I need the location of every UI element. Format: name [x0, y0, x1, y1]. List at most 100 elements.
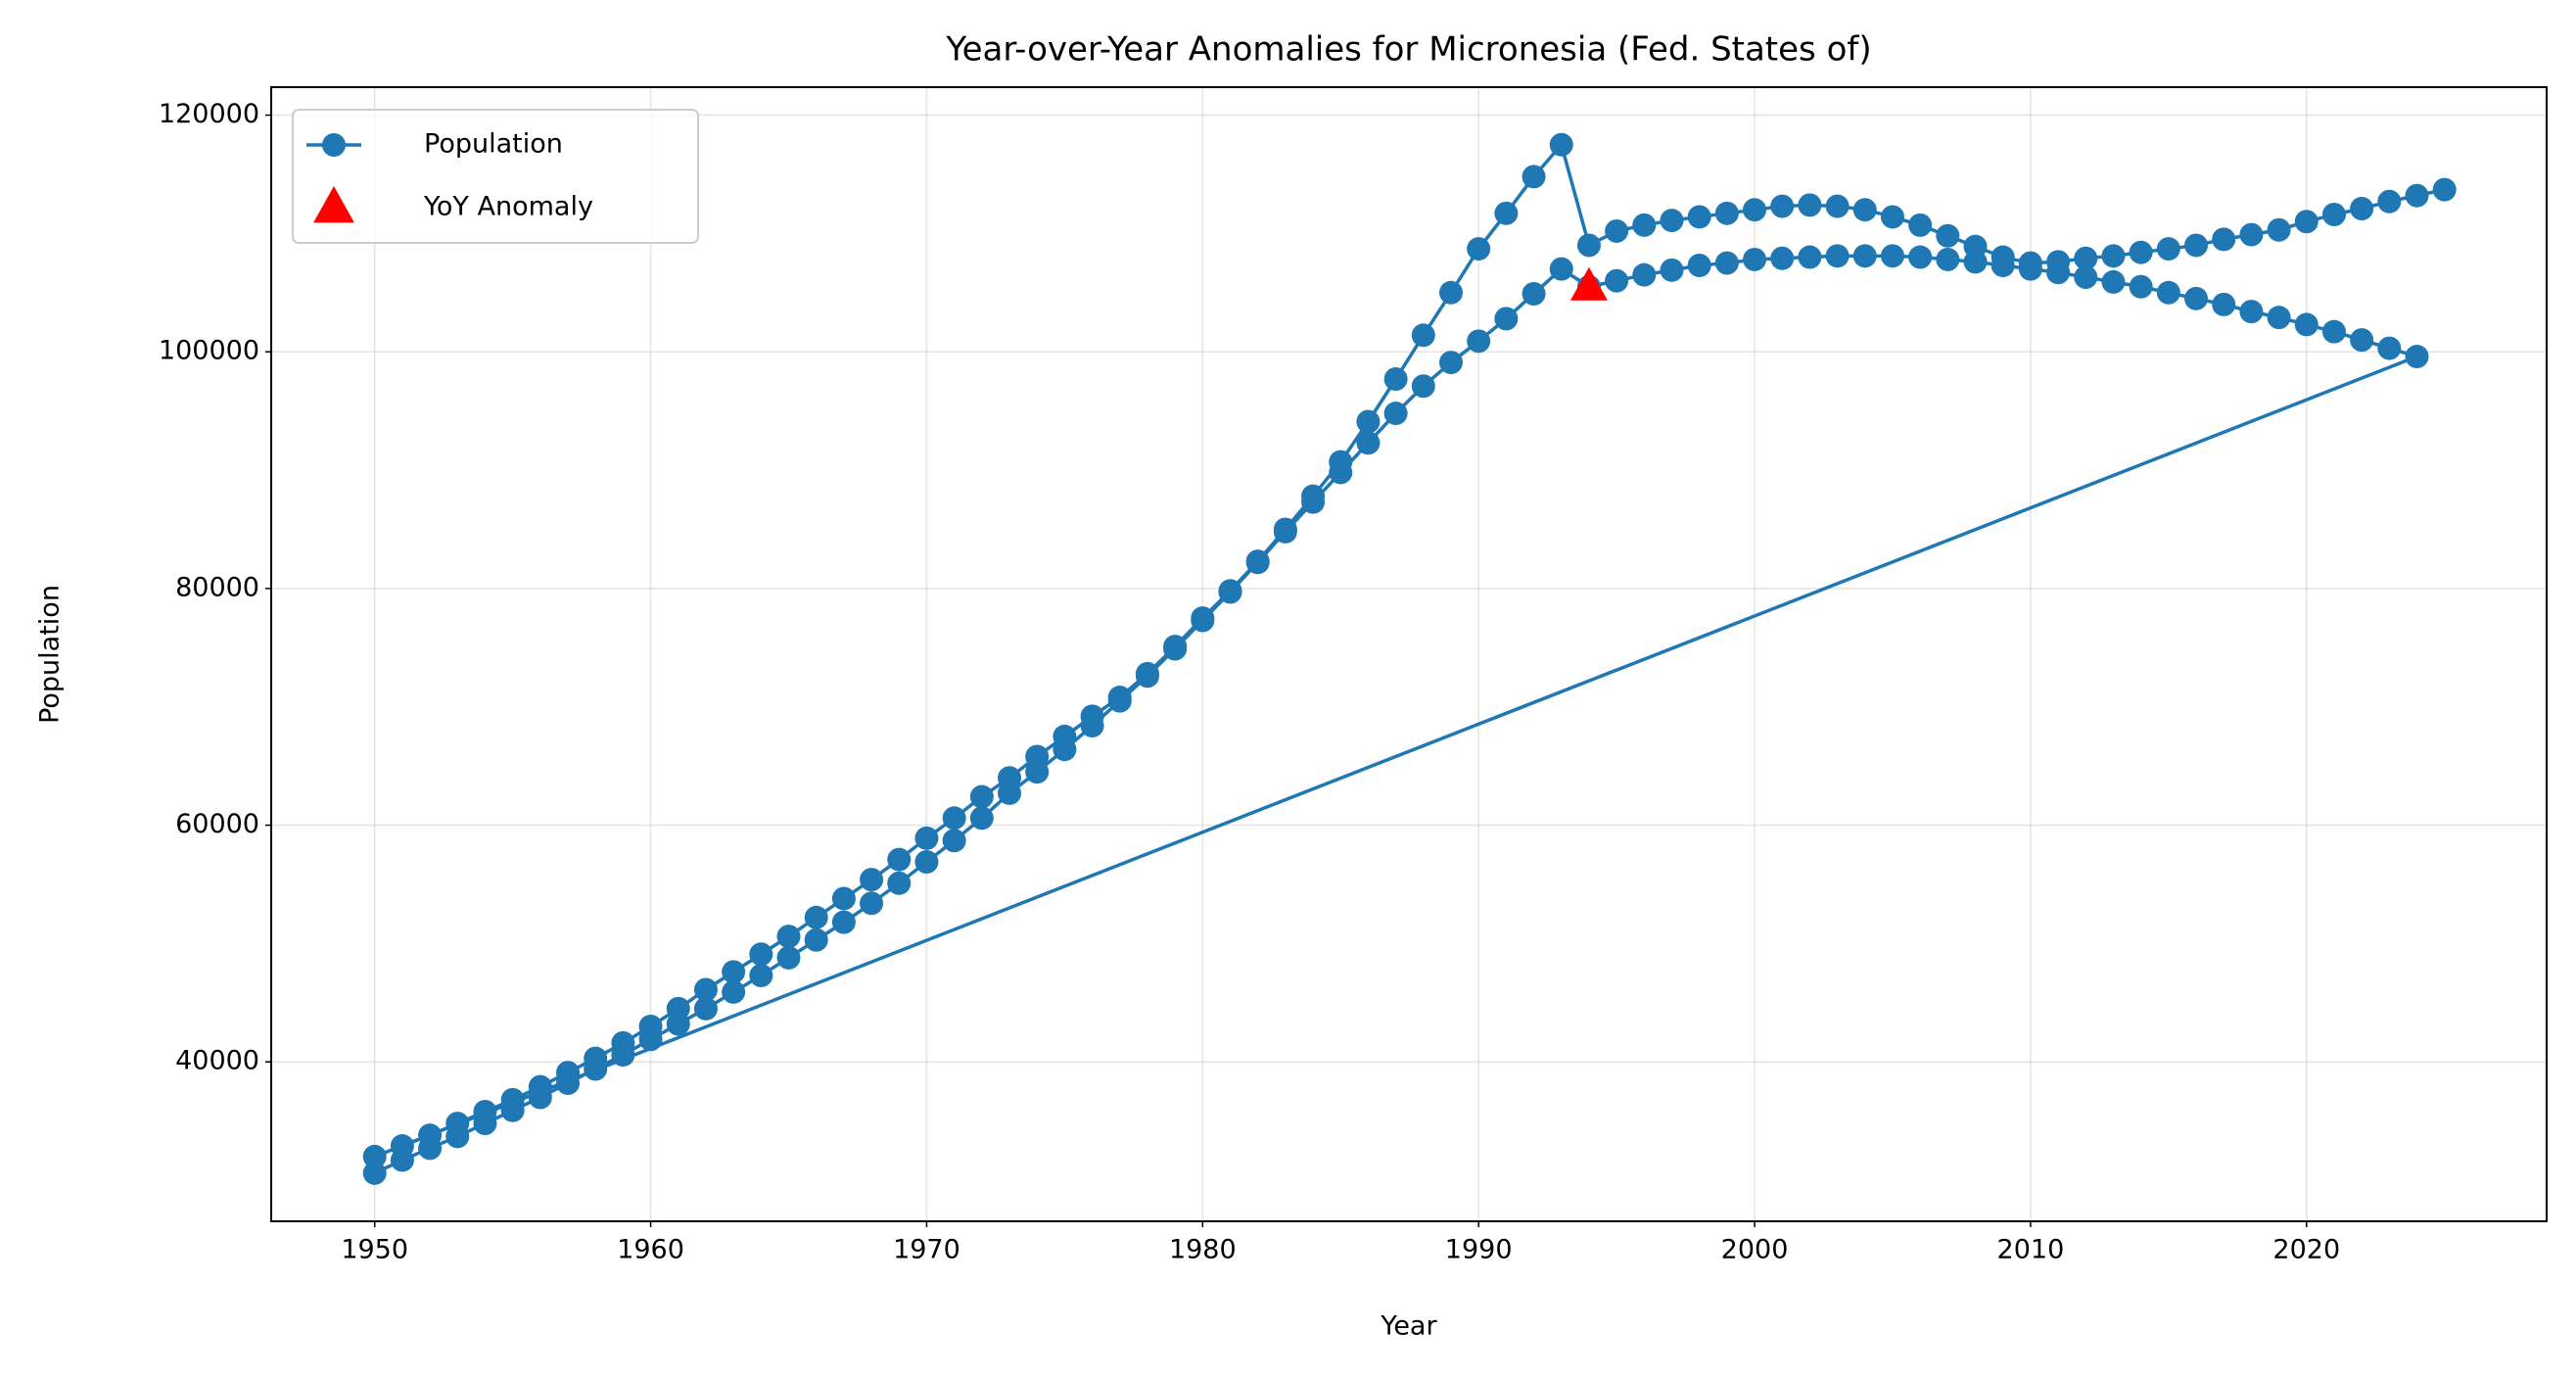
point-marker: [2212, 227, 2236, 252]
point-marker: [1411, 374, 1435, 399]
x-tick-label: 1950: [341, 1235, 408, 1265]
point-marker: [1411, 323, 1435, 348]
point-marker: [1770, 246, 1795, 270]
point-marker: [2101, 269, 2126, 294]
x-tick-label: 2020: [2272, 1235, 2340, 1265]
point-marker: [2405, 183, 2429, 208]
point-marker: [2156, 280, 2180, 305]
point-marker: [2405, 345, 2429, 369]
point-marker: [2018, 251, 2042, 275]
legend-label: Population: [424, 129, 563, 160]
x-tick-label: 1980: [1169, 1235, 1237, 1265]
x-tick-label: 2000: [1721, 1235, 1789, 1265]
point-marker: [2239, 300, 2264, 324]
point-marker: [1908, 245, 1933, 269]
point-marker: [1438, 280, 1463, 305]
y-tick-label: 100000: [159, 336, 259, 366]
point-marker: [2432, 177, 2457, 202]
point-marker: [1494, 307, 1519, 331]
point-marker: [804, 927, 828, 952]
point-marker: [638, 1014, 663, 1038]
point-marker: [1107, 686, 1132, 710]
point-marker: [2101, 244, 2126, 268]
point-marker: [362, 1144, 387, 1168]
point-marker: [1191, 606, 1215, 631]
point-marker: [1880, 244, 1904, 268]
legend-label: YoY Anomaly: [423, 192, 593, 222]
point-marker: [1825, 194, 1850, 218]
point-marker: [1329, 450, 1353, 474]
point-marker: [1549, 257, 1573, 281]
anomaly-marker: [1569, 266, 1608, 301]
point-marker: [2074, 246, 2098, 270]
point-marker: [556, 1061, 581, 1085]
point-marker: [2129, 274, 2153, 299]
point-marker: [860, 868, 884, 892]
point-marker: [2267, 217, 2291, 242]
point-marker: [1356, 431, 1381, 455]
point-marker: [722, 960, 746, 984]
point-marker: [584, 1046, 608, 1070]
point-marker: [860, 891, 884, 916]
point-marker: [528, 1074, 552, 1099]
point-marker: [2129, 240, 2153, 264]
point-marker: [1660, 209, 1684, 233]
point-marker: [2350, 328, 2374, 353]
point-marker: [1467, 237, 1491, 261]
point-marker: [1135, 661, 1159, 686]
point-marker: [1025, 744, 1050, 769]
point-marker: [2184, 233, 2209, 258]
point-marker: [2156, 237, 2180, 261]
point-marker: [473, 1099, 497, 1123]
point-marker: [1163, 635, 1188, 659]
point-marker: [776, 945, 801, 970]
point-marker: [362, 1161, 387, 1185]
point-marker: [1356, 409, 1381, 434]
point-marker: [1080, 704, 1104, 729]
legend-marker: [322, 133, 346, 157]
point-marker: [390, 1134, 414, 1159]
point-marker: [1301, 484, 1326, 508]
point-marker: [2239, 222, 2264, 247]
point-marker: [2350, 196, 2374, 220]
point-marker: [969, 784, 994, 809]
point-marker: [1852, 198, 1877, 222]
point-marker: [2212, 292, 2236, 316]
point-marker: [1383, 366, 1408, 391]
point-marker: [1383, 402, 1408, 426]
point-marker: [1936, 247, 1960, 271]
point-marker: [2184, 286, 2209, 310]
chart-title: Year-over-Year Anomalies for Micronesia …: [945, 30, 1871, 70]
point-marker: [1549, 132, 1573, 157]
y-tick-label: 120000: [159, 99, 259, 129]
point-marker: [1743, 247, 1767, 271]
point-marker: [418, 1123, 443, 1148]
point-marker: [969, 806, 994, 831]
point-marker: [749, 964, 773, 988]
point-marker: [2321, 319, 2346, 344]
point-marker: [1632, 262, 1657, 287]
point-marker: [887, 847, 912, 872]
y-tick-label: 40000: [175, 1046, 259, 1076]
point-marker: [1687, 253, 1711, 277]
point-marker: [1798, 193, 1822, 217]
point-marker: [1605, 218, 1629, 243]
point-marker: [693, 977, 718, 1002]
x-tick-label: 1970: [893, 1235, 960, 1265]
point-marker: [776, 925, 801, 949]
x-tick-label: 2010: [1997, 1235, 2065, 1265]
point-marker: [1576, 233, 1601, 258]
point-marker: [914, 826, 939, 850]
x-tick-label: 1990: [1445, 1235, 1513, 1265]
point-marker: [1908, 213, 1933, 237]
point-marker: [1522, 281, 1546, 306]
point-marker: [1438, 351, 1463, 375]
point-marker: [2267, 306, 2291, 330]
x-tick-label: 1960: [617, 1235, 684, 1265]
point-marker: [500, 1087, 525, 1112]
point-marker: [1714, 201, 1739, 225]
point-marker: [1522, 165, 1546, 189]
point-marker: [1053, 724, 1077, 748]
